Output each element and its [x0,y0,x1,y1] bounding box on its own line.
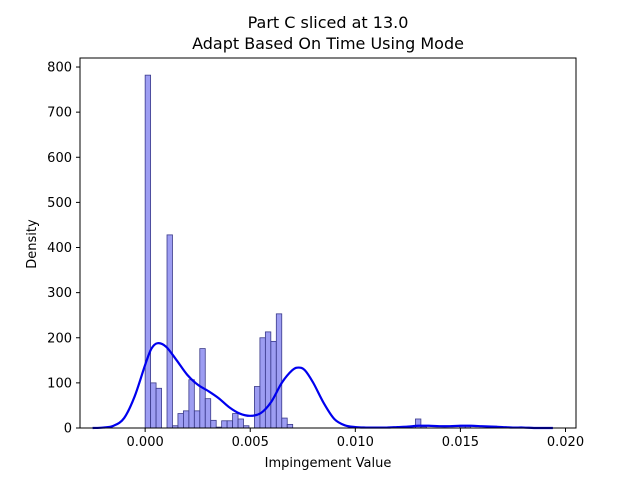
x-tick-label: 0.010 [337,435,374,450]
chart-title: Part C sliced at 13.0 [248,13,409,32]
histogram-bar [259,337,266,429]
histogram-bar [281,417,288,429]
y-axis-label: Density [25,219,40,269]
plot-frame [79,57,577,429]
y-tick-label: 700 [47,106,72,121]
histogram-bar [275,313,283,429]
x-axis-label: Impingement Value [265,456,392,471]
histogram-bar [155,387,162,429]
y-axis: 0 100 200 300 400 500 600 700 800 [47,61,80,437]
chart-subtitle: Adapt Based On Time Using Mode [192,34,464,53]
histogram-bar [177,413,184,429]
histogram-bar [264,331,272,429]
kde-curve-group [92,342,553,430]
histogram-bar [150,382,157,429]
kde-line [92,342,553,430]
histogram-bar [237,418,244,429]
histogram-bar [254,386,261,429]
histogram-bar [188,379,195,429]
y-tick-label: 600 [47,151,72,166]
histogram-bar [210,419,217,429]
y-tick-label: 300 [47,286,72,301]
x-tick-label: 0.020 [547,435,584,450]
histogram-bar [221,420,228,429]
y-tick-label: 400 [47,241,72,256]
x-tick-label: 0.015 [442,435,479,450]
x-axis: 0.000 0.005 0.010 0.015 0.020 [127,428,584,450]
histogram-bar [226,420,233,429]
y-tick-label: 800 [47,61,72,76]
y-tick-label: 500 [47,196,72,211]
x-tick-label: 0.005 [232,435,269,450]
histogram-bar [182,410,190,429]
histogram-bar [166,234,173,429]
histogram-bar [232,413,239,429]
histogram-bar [193,410,201,429]
histogram-bar [286,423,294,429]
histogram-bars [144,74,498,429]
histogram-bar [144,74,152,429]
histogram-bar [204,398,212,429]
x-tick-label: 0.000 [127,435,164,450]
y-tick-label: 0 [64,422,72,437]
y-tick-label: 100 [47,376,72,391]
histogram-bar [270,340,277,429]
y-tick-label: 200 [47,331,72,346]
